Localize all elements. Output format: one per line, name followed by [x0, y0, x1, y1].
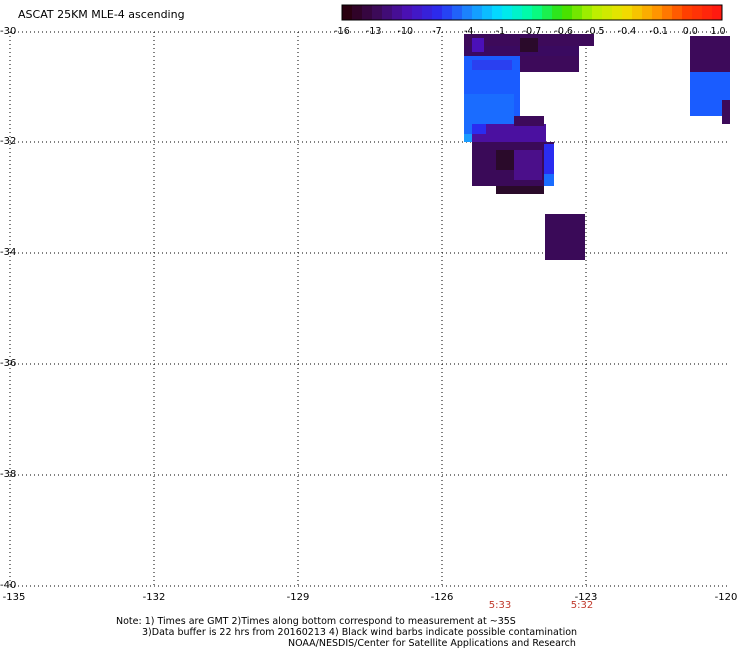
lat-label: -30: [0, 26, 17, 37]
colorbar-cell: [692, 5, 703, 20]
swath-cell: [472, 60, 512, 70]
lon-label: -129: [286, 592, 310, 603]
swath-cell: [544, 174, 554, 186]
colorbar-cell: [362, 5, 373, 20]
colorbar-label: -4: [463, 26, 474, 37]
swath-cell: [496, 150, 514, 170]
swath-cell: [472, 38, 484, 52]
colorbar-cell: [562, 5, 573, 20]
colorbar-cell: [642, 5, 653, 20]
colorbar-cell: [422, 5, 433, 20]
colorbar-cell: [392, 5, 403, 20]
swath-cell: [496, 186, 544, 194]
colorbar-cell: [662, 5, 673, 20]
colorbar-cell: [482, 5, 493, 20]
pass-time: 5:32: [570, 600, 594, 611]
colorbar-cell: [602, 5, 613, 20]
colorbar-cell: [472, 5, 483, 20]
lat-label: -36: [0, 358, 17, 369]
colorbar-label: -0.7: [522, 26, 542, 37]
map-title: ASCAT 25KM MLE-4 ascending: [18, 8, 185, 21]
swath-cell: [514, 116, 544, 126]
swath-cell: [464, 134, 472, 142]
colorbar-cell: [452, 5, 463, 20]
colorbar-label: -1: [495, 26, 506, 37]
lon-label: -135: [2, 592, 26, 603]
swath-cell: [472, 124, 546, 144]
colorbar-cell: [532, 5, 543, 20]
colorbar-cell: [592, 5, 603, 20]
note-line-1: Note: 1) Times are GMT 2)Times along bot…: [116, 616, 516, 627]
lat-label: -38: [0, 469, 17, 480]
colorbar-cell: [492, 5, 503, 20]
colorbar-cell: [502, 5, 513, 20]
colorbar-cell: [442, 5, 453, 20]
colorbar-cell: [702, 5, 713, 20]
pass-time: 5:33: [488, 600, 512, 611]
colorbar: [341, 4, 723, 21]
colorbar-cell: [632, 5, 643, 20]
colorbar-cell: [522, 5, 533, 20]
colorbar-cell: [382, 5, 393, 20]
colorbar-label: -0.6: [554, 26, 573, 37]
colorbar-cell: [652, 5, 663, 20]
swath-cell: [690, 36, 730, 72]
lat-label: -32: [0, 136, 17, 147]
colorbar-cell: [582, 5, 593, 20]
colorbar-cell: [352, 5, 363, 20]
swath-data: [464, 34, 730, 260]
grid-lines: [9, 31, 730, 587]
lon-label: -132: [142, 592, 166, 603]
colorbar-cell: [542, 5, 553, 20]
colorbar-label: -13: [365, 26, 382, 37]
swath-cell: [722, 100, 730, 124]
colorbar-cell: [432, 5, 443, 20]
colorbar-cell: [512, 5, 523, 20]
colorbar-cell: [622, 5, 633, 20]
lat-label: -40: [0, 580, 17, 591]
colorbar-cell: [402, 5, 413, 20]
colorbar-cell: [672, 5, 683, 20]
colorbar-cell: [712, 5, 723, 20]
lon-label: -126: [430, 592, 454, 603]
swath-cell: [520, 38, 538, 52]
lat-label: -34: [0, 247, 17, 258]
swath-cell: [514, 150, 542, 180]
colorbar-cell: [682, 5, 693, 20]
colorbar-cell: [572, 5, 583, 20]
note-line-3: NOAA/NESDIS/Center for Satellite Applica…: [288, 638, 576, 649]
note-line-2: 3)Data buffer is 22 hrs from 20160213 4)…: [142, 627, 578, 638]
colorbar-cell: [412, 5, 423, 20]
lon-label: -120: [714, 592, 738, 603]
colorbar-cell: [342, 5, 353, 20]
colorbar-cell: [462, 5, 473, 20]
colorbar-label: -7: [432, 26, 442, 37]
colorbar-label: -0.5: [586, 26, 605, 37]
swath-cell: [472, 124, 486, 134]
colorbar-cell: [612, 5, 623, 20]
colorbar-label: -10: [397, 26, 414, 37]
swath-cell: [545, 214, 585, 260]
colorbar-frame: [341, 4, 723, 21]
swath-cell: [544, 144, 554, 174]
lon-label: -123: [574, 592, 598, 603]
colorbar-cell: [372, 5, 383, 20]
colorbar-cell: [552, 5, 563, 20]
